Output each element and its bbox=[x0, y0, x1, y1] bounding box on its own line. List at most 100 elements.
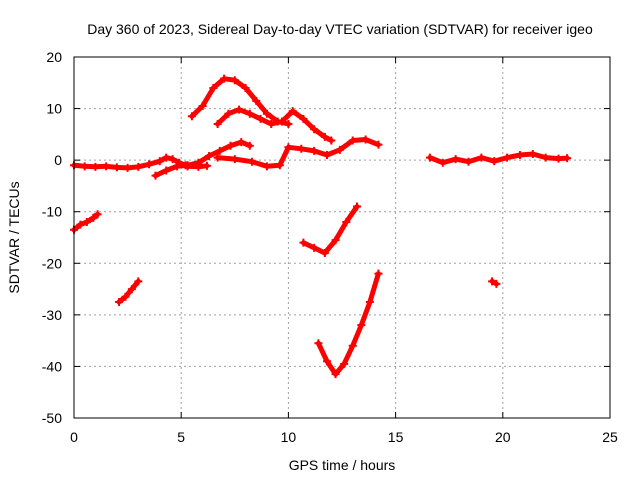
data-point bbox=[490, 157, 499, 166]
data-point bbox=[284, 143, 293, 152]
data-point bbox=[123, 163, 132, 172]
data-point bbox=[340, 359, 349, 368]
series-line bbox=[116, 278, 141, 305]
x-tick-label: 25 bbox=[602, 429, 618, 445]
data-point bbox=[252, 96, 261, 105]
data-point bbox=[80, 162, 89, 171]
data-point bbox=[102, 162, 111, 171]
data-point bbox=[335, 145, 344, 154]
data-point bbox=[288, 107, 297, 116]
data-point bbox=[503, 153, 512, 162]
data-point bbox=[374, 140, 383, 149]
data-point bbox=[127, 285, 136, 294]
data-point bbox=[91, 162, 100, 171]
data-point bbox=[492, 279, 501, 288]
data-point bbox=[162, 166, 171, 175]
data-point bbox=[205, 152, 214, 161]
data-point bbox=[425, 153, 434, 162]
x-tick-label: 20 bbox=[495, 429, 511, 445]
data-point bbox=[320, 132, 329, 141]
data-point bbox=[322, 150, 331, 159]
data-point bbox=[275, 161, 284, 170]
data-point bbox=[515, 150, 524, 159]
data-point bbox=[262, 109, 271, 118]
data-point bbox=[310, 243, 319, 252]
y-tick-label: -40 bbox=[42, 358, 62, 374]
data-point bbox=[247, 157, 256, 166]
data-point bbox=[172, 162, 181, 171]
data-point bbox=[314, 339, 323, 348]
series-line bbox=[153, 139, 253, 179]
data-point bbox=[320, 248, 329, 257]
data-point bbox=[213, 120, 222, 129]
data-point bbox=[563, 154, 572, 163]
data-point bbox=[134, 162, 143, 171]
data-point bbox=[299, 238, 308, 247]
series-arc-minus-25 bbox=[115, 277, 143, 306]
series-arc-around-8 bbox=[213, 105, 336, 145]
x-tick-label: 5 bbox=[177, 429, 185, 445]
data-point bbox=[245, 109, 254, 118]
data-point bbox=[361, 135, 370, 144]
data-point bbox=[267, 120, 276, 129]
data-point bbox=[162, 153, 171, 162]
y-tick-label: -50 bbox=[42, 410, 62, 426]
data-point bbox=[353, 202, 362, 211]
data-point bbox=[348, 136, 357, 145]
data-point bbox=[528, 149, 537, 158]
data-point bbox=[331, 370, 340, 379]
series-arc-near-zero-midday bbox=[183, 161, 211, 171]
axis-ticks: 0 5 10 15 20 25 -50 -40 -30 -20 -10 0 10 20 bbox=[42, 49, 618, 445]
data-series bbox=[70, 74, 572, 379]
data-point bbox=[262, 162, 271, 171]
data-point bbox=[342, 218, 351, 227]
data-point bbox=[322, 357, 331, 366]
data-point bbox=[374, 269, 383, 278]
data-point bbox=[151, 171, 160, 180]
data-point bbox=[365, 297, 374, 306]
data-point bbox=[93, 210, 102, 219]
plot-frame bbox=[73, 56, 611, 419]
data-point bbox=[115, 297, 124, 306]
x-tick-label: 10 bbox=[281, 429, 297, 445]
data-point bbox=[209, 83, 218, 92]
series-line bbox=[315, 271, 381, 377]
series-arc-point-minus-24 bbox=[488, 277, 501, 288]
data-point bbox=[357, 321, 366, 330]
data-point bbox=[477, 153, 486, 162]
data-point bbox=[145, 160, 154, 169]
y-tick-label: 20 bbox=[46, 49, 62, 65]
data-point bbox=[202, 161, 211, 170]
data-point bbox=[438, 158, 447, 167]
series-arc-wiggle-zero bbox=[213, 135, 383, 171]
data-point bbox=[213, 153, 222, 162]
data-point bbox=[331, 236, 340, 245]
y-tick-label: 0 bbox=[54, 152, 62, 168]
y-tick-label: -30 bbox=[42, 307, 62, 323]
data-point bbox=[226, 141, 235, 150]
data-point bbox=[194, 162, 203, 171]
data-point bbox=[187, 112, 196, 121]
data-point bbox=[488, 277, 497, 286]
data-point bbox=[134, 277, 143, 286]
data-point bbox=[155, 157, 164, 166]
data-point bbox=[76, 220, 85, 229]
data-point bbox=[82, 218, 91, 227]
data-point bbox=[310, 125, 319, 134]
data-point bbox=[451, 155, 460, 164]
series-arc-minus-17 bbox=[299, 202, 362, 257]
series-arc-evening bbox=[425, 149, 572, 167]
data-point bbox=[89, 213, 98, 222]
data-point bbox=[235, 105, 244, 114]
data-point bbox=[327, 136, 336, 145]
data-point bbox=[168, 155, 177, 164]
series-arc-peak-16 bbox=[187, 74, 293, 129]
data-point bbox=[237, 138, 246, 147]
data-point bbox=[230, 155, 239, 164]
series-arc-minus-41 bbox=[314, 269, 383, 379]
data-point bbox=[230, 76, 239, 85]
y-tick-label: 10 bbox=[46, 101, 62, 117]
data-point bbox=[112, 163, 121, 172]
